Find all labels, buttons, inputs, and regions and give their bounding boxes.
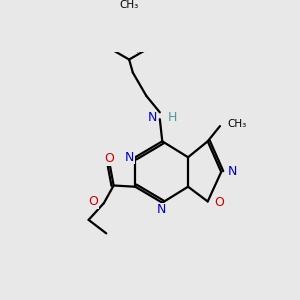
Text: H: H xyxy=(168,111,177,124)
Text: CH₃: CH₃ xyxy=(228,118,247,129)
Text: O: O xyxy=(214,196,224,209)
Text: N: N xyxy=(125,151,135,164)
Text: N: N xyxy=(227,166,237,178)
Text: N: N xyxy=(148,111,157,124)
Text: O: O xyxy=(104,152,114,166)
Text: N: N xyxy=(156,203,166,216)
Text: O: O xyxy=(88,195,98,208)
Text: CH₃: CH₃ xyxy=(119,0,139,10)
